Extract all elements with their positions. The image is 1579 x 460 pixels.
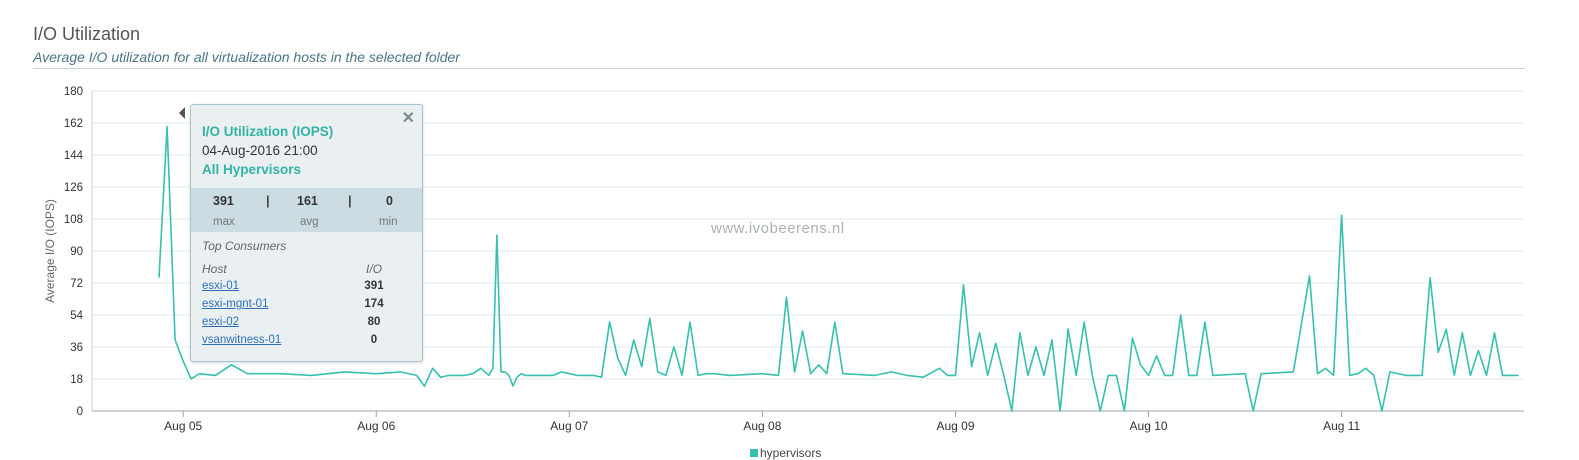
stat-max-label: max [213, 216, 235, 228]
y-tick-label: 162 [64, 118, 83, 130]
stat-separator: | [266, 193, 270, 208]
chart-title: I/O Utilization [33, 24, 141, 44]
stat-min-label: min [379, 216, 398, 228]
host-link[interactable]: esxi-mgnt-01 [202, 298, 269, 310]
host-link[interactable]: esxi-01 [202, 280, 240, 292]
host-link[interactable]: vsanwitness-01 [202, 334, 282, 346]
y-tick-label: 108 [64, 214, 83, 226]
host-link[interactable]: esxi-02 [202, 316, 240, 328]
y-tick-label: 18 [70, 374, 83, 386]
consumer-row: vsanwitness-01 0 [191, 334, 422, 352]
chart-tooltip: ✕ I/O Utilization (IOPS) 04-Aug-2016 21:… [179, 104, 423, 362]
tooltip-timestamp: 04-Aug-2016 21:00 [202, 143, 318, 158]
y-tick-label: 90 [70, 246, 83, 258]
y-tick-label: 144 [64, 150, 84, 162]
x-tick-label: Aug 07 [550, 419, 588, 433]
io-column-header: I/O [366, 262, 383, 276]
y-axis-title: Average I/O (IOPS) [43, 199, 57, 303]
tooltip-stats: 391 | 161 | 0 max avg min [191, 188, 422, 232]
host-io-value: 80 [367, 316, 381, 328]
series-line-hypervisors [158, 125, 1519, 412]
tooltip-group: All Hypervisors [202, 162, 302, 177]
watermark: www.ivobeerens.nl [711, 220, 845, 237]
x-tick-label: Aug 06 [357, 419, 395, 433]
consumer-row: esxi-02 80 [191, 316, 422, 334]
tooltip-pointer-icon [179, 107, 185, 119]
consumer-row: esxi-01 391 [191, 280, 422, 298]
consumer-row: esxi-mgnt-01 174 [191, 298, 422, 316]
stat-min-value: 0 [386, 194, 393, 208]
y-tick-label: 72 [70, 278, 83, 290]
y-tick-label: 180 [64, 86, 83, 98]
y-tick-label: 54 [70, 310, 83, 322]
x-tick-label: Aug 09 [936, 419, 974, 433]
legend-label: hypervisors [760, 446, 822, 460]
x-tick-label: Aug 08 [743, 419, 781, 433]
stat-max-value: 391 [213, 194, 234, 208]
chart-header: I/O Utilization Average I/O utilization … [33, 24, 1525, 69]
host-io-value: 0 [370, 334, 378, 346]
y-tick-label: 126 [64, 182, 83, 194]
host-io-value: 391 [364, 280, 384, 292]
stat-avg-value: 161 [297, 194, 318, 208]
x-tick-label: Aug 10 [1130, 419, 1168, 433]
close-icon[interactable]: ✕ [401, 110, 415, 127]
x-tick-label: Aug 05 [164, 419, 202, 433]
y-tick-label: 0 [77, 406, 83, 418]
host-io-value: 174 [364, 298, 384, 310]
stat-avg-label: avg [300, 216, 319, 228]
chart-legend[interactable]: hypervisors [750, 446, 821, 460]
x-tick-label: Aug 11 [1323, 419, 1360, 433]
chart-subtitle: Average I/O utilization for all virtuali… [33, 49, 460, 65]
legend-swatch-icon [750, 449, 758, 457]
host-column-header: Host [202, 262, 227, 276]
tooltip-title: I/O Utilization (IOPS) [202, 124, 334, 139]
stat-separator: | [348, 193, 352, 208]
top-consumers-heading: Top Consumers [202, 239, 287, 253]
y-tick-label: 36 [70, 342, 83, 354]
